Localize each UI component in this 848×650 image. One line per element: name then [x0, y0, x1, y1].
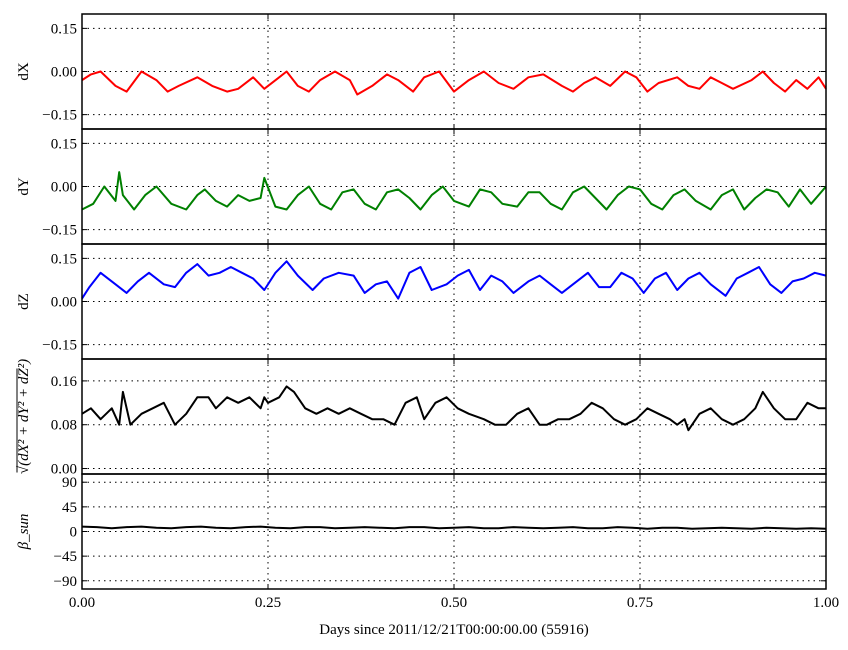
- panels: 0.15 0.00 −0.15 dX 0.15 0.00 −0.15 dY 0.15 0.00 −0…: [16, 13, 839, 611]
- y-axis-label: dX: [16, 62, 32, 81]
- y-axis-label: β_sun: [16, 514, 32, 551]
- axes-frame: [81, 473, 827, 590]
- y-tick-label: 0.00: [51, 462, 77, 478]
- x-axis-label: Days since 2011/12/21T00:00:00.00 (55916…: [319, 622, 588, 638]
- y-tick-label: 0: [70, 525, 78, 541]
- y-tick-label: 0.00: [51, 65, 77, 81]
- series-line-panel-5: [81, 525, 827, 530]
- x-tick-label: 0.00: [69, 595, 95, 611]
- x-tick-label: 0.50: [441, 595, 467, 611]
- y-tick-label: 90: [62, 475, 77, 491]
- series-line-panel-1: [81, 70, 827, 96]
- y-tick-label: 0.16: [51, 374, 78, 390]
- y-tick-label: 45: [62, 500, 77, 516]
- y-tick-label: 0.15: [51, 251, 77, 267]
- series-line-panel-3: [81, 260, 827, 300]
- y-axis-label: dY: [16, 177, 32, 196]
- y-axis-label: √(dX² + dY² + dZ²): [16, 359, 32, 474]
- series-line-panel-4: [81, 385, 826, 432]
- y-axis-label: dZ: [16, 293, 32, 310]
- x-tick-label: 0.25: [255, 595, 281, 611]
- x-tick-label: 0.75: [627, 595, 653, 611]
- series-line-panel-2: [81, 171, 827, 211]
- y-tick-label: −0.15: [42, 223, 77, 239]
- y-tick-label: 0.15: [51, 136, 77, 152]
- y-tick-label: −45: [54, 549, 77, 565]
- y-tick-label: 0.00: [51, 295, 77, 311]
- x-tick-label: 1.00: [813, 595, 839, 611]
- y-tick-label: 0.08: [51, 418, 77, 434]
- y-tick-label: −0.15: [42, 338, 77, 354]
- y-tick-label: 0.15: [51, 21, 77, 37]
- y-tick-label: 0.00: [51, 180, 77, 196]
- panel-5: 90 45 0 −45 −90 β_sun: [16, 473, 827, 590]
- y-tick-label: −0.15: [42, 108, 77, 124]
- y-tick-label: −90: [54, 574, 77, 590]
